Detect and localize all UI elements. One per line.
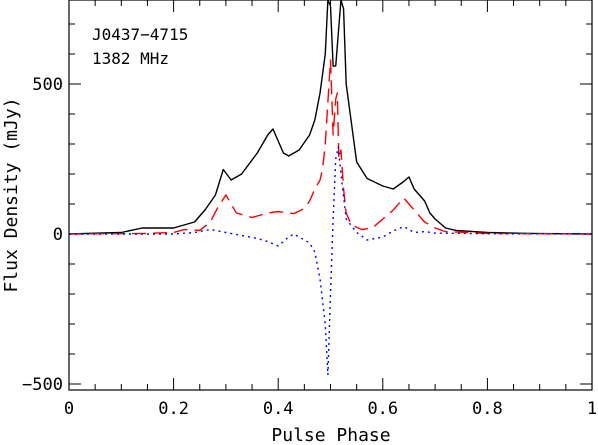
x-tick-label: 0.2 [158,399,189,419]
axis-ticks [68,0,593,390]
frequency-label: 1382 MHz [92,49,169,68]
x-axis-label: Pulse Phase [271,425,390,445]
x-tick-label: 0.8 [472,399,503,419]
total-intensity-line [69,0,592,235]
y-tick-label: 500 [32,75,63,95]
x-tick-label: 1 [587,399,597,419]
data-series [69,0,592,376]
y-tick-label: −500 [22,375,63,395]
x-tick-label: 0.4 [263,399,294,419]
pulsar-name-label: J0437−4715 [92,25,188,44]
y-axis-label: Flux Density (mJy) [1,97,22,292]
y-tick-label: 0 [53,225,63,245]
linear-polarization-line [69,59,592,235]
x-tick-label: 0.6 [367,399,398,419]
circular-polarization-line [69,146,592,376]
x-tick-label: 0 [64,399,74,419]
plot-frame [68,0,593,391]
